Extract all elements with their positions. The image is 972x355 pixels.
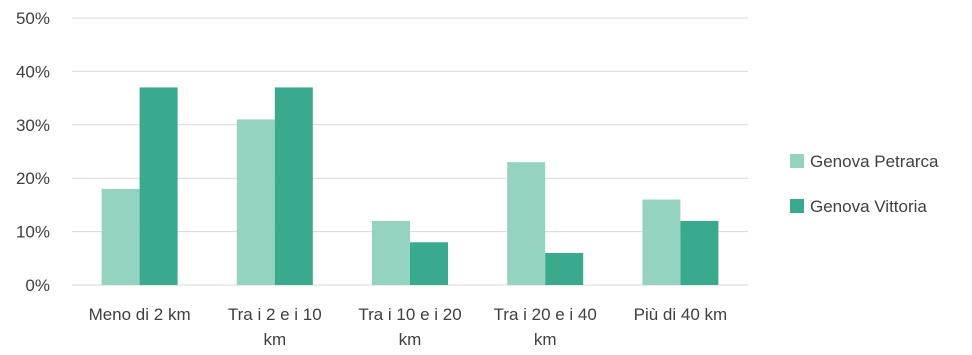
bar-genova-vittoria (410, 242, 448, 285)
x-category-label: Tra i 2 e i 10 km (228, 305, 322, 349)
legend: Genova Petrarca Genova Vittoria (790, 152, 939, 216)
bar-genova-petrarca (236, 119, 275, 286)
legend-swatch (790, 154, 804, 168)
y-tick-label: 0% (25, 276, 50, 295)
x-category-label-line: Tra i 20 e i 40 (494, 305, 597, 324)
bar-genova-petrarca (642, 199, 681, 285)
bars (101, 87, 719, 286)
y-axis-ticks: 0% 10% 20% 30% 40% 50% (16, 9, 50, 295)
legend-label: Genova Vittoria (810, 197, 927, 216)
y-tick-label: 20% (16, 169, 50, 188)
x-category-label: Tra i 10 e i 20 km (358, 305, 461, 349)
bar-genova-petrarca (101, 188, 140, 285)
legend-swatch (790, 199, 804, 213)
x-category-label-line: Meno di 2 km (89, 305, 191, 324)
y-tick-label: 40% (16, 62, 50, 81)
bar-genova-vittoria (274, 87, 313, 285)
x-category-label: Più di 40 km (634, 305, 728, 324)
x-category-label-line: Tra i 2 e i 10 (228, 305, 322, 324)
x-category-label-line: Tra i 10 e i 20 (358, 305, 461, 324)
bar-genova-vittoria (139, 87, 178, 285)
y-tick-label: 10% (16, 223, 50, 242)
x-category-label-line: Più di 40 km (634, 305, 728, 324)
gridlines (72, 17, 748, 286)
bar-genova-vittoria (545, 252, 584, 285)
y-tick-label: 50% (16, 9, 50, 28)
x-category-label-line: km (534, 330, 557, 349)
y-tick-label: 30% (16, 116, 50, 135)
bar-genova-petrarca (372, 220, 410, 285)
x-category-label-line: km (399, 330, 422, 349)
bar-genova-vittoria (680, 220, 719, 285)
x-category-label-line: km (263, 330, 286, 349)
x-category-label: Meno di 2 km (89, 305, 191, 324)
bar-genova-petrarca (507, 162, 546, 285)
x-category-label: Tra i 20 e i 40 km (494, 305, 597, 349)
legend-label: Genova Petrarca (810, 152, 939, 171)
